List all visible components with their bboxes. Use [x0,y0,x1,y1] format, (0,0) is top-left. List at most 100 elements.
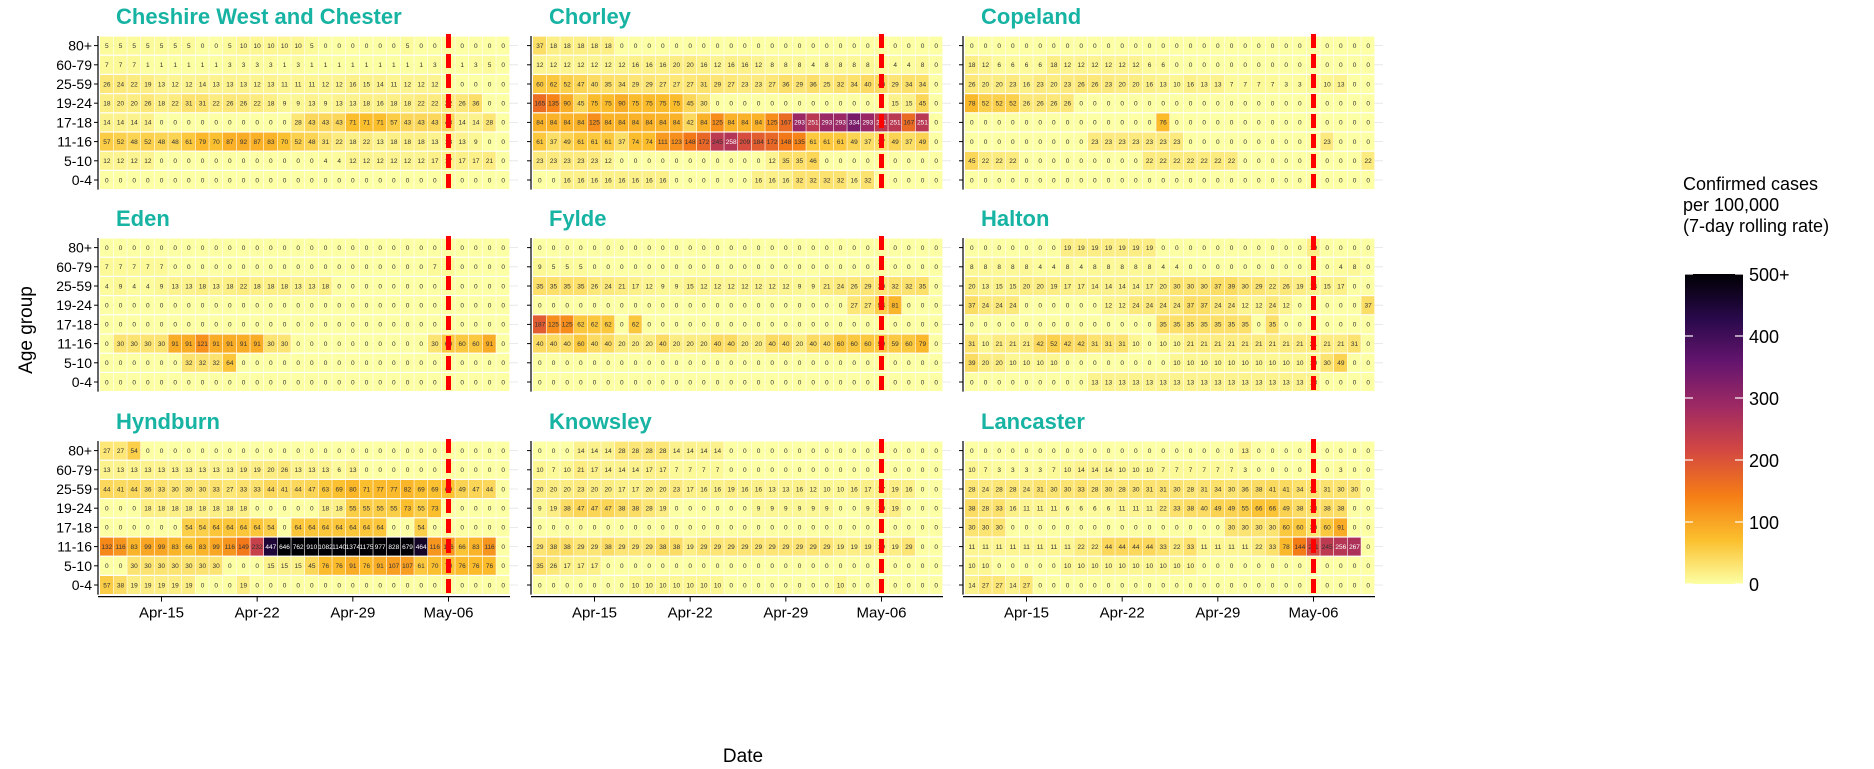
cell-value-label: 20 [687,62,695,69]
cell-value-label: 0 [934,448,938,455]
cell-value-label: 0 [1025,139,1029,146]
cell-value-label: 73 [431,506,439,513]
cell-value-label: 13 [1337,81,1345,88]
cell-value-label: 0 [1011,120,1015,127]
cell-value-label: 76 [1160,120,1168,127]
cell-value-label: 0 [474,379,478,386]
cell-value-label: 0 [105,341,109,348]
cell-value-label: 12 [404,158,412,165]
cell-value-label: 0 [269,177,273,184]
cell-value-label: 0 [119,177,123,184]
cell-value-label: 24 [117,81,125,88]
cell-value-label: 23 [564,158,572,165]
cell-value-label: 6 [1079,506,1083,513]
cell-value-label: 30 [199,563,207,570]
cell-value-label: 0 [702,303,706,310]
cell-value-label: 0 [1093,303,1097,310]
cell-value-label: 5 [310,43,314,50]
cell-value-label: 0 [1257,264,1261,271]
cell-value-label: 0 [839,525,843,532]
cell-value-label: 0 [1284,177,1288,184]
cell-value-label: 69 [431,486,439,493]
cell-value-label: 0 [269,264,273,271]
cell-value-label: 8 [1011,264,1015,271]
cell-value-label: 12 [755,62,763,69]
cell-value-label: 0 [337,322,341,329]
cell-value-label: 19 [1105,245,1113,252]
cell-value-label: 10 [687,582,695,589]
cell-value-label: 0 [770,525,774,532]
cell-value-label: 0 [324,245,328,252]
cell-value-label: 0 [1120,120,1124,127]
cell-value-label: 14 [1091,283,1099,290]
cell-value-label: 60 [1283,525,1291,532]
cell-value-label: 0 [1366,525,1370,532]
cell-value-label: 0 [1107,322,1111,329]
cell-value-label: 55 [363,506,371,513]
cell-value-label: 20 [1132,81,1140,88]
cell-value-label: 0 [1325,158,1329,165]
cell-value-label: 24 [605,283,613,290]
y-tick-label: 0-4 [72,577,92,593]
cell-value-label: 13 [308,283,316,290]
cell-value-label: 0 [1353,43,1357,50]
heat-cell [496,113,510,132]
cell-value-label: 0 [1120,177,1124,184]
heat-cell [751,55,765,74]
cell-value-label: 60 [905,341,913,348]
cell-value-label: 0 [1271,582,1275,589]
cell-value-label: 17 [459,158,467,165]
cell-value-label: 19 [1296,283,1304,290]
cell-value-label: 0 [406,322,410,329]
cell-value-label: 0 [1298,582,1302,589]
cell-value-label: 1082 [318,544,333,551]
cell-value-label: 0 [433,467,437,474]
cell-value-label: 42 [1078,341,1086,348]
cell-value-label: 0 [770,322,774,329]
cell-value-label: 0 [1243,101,1247,108]
cell-value-label: 41 [1269,486,1277,493]
cell-value-label: 30 [1337,486,1345,493]
cell-value-label: 92 [240,139,248,146]
cell-value-label: 0 [538,379,542,386]
cell-value-label: 0 [242,177,246,184]
heat-cell [291,55,305,74]
cell-value-label: 0 [105,563,109,570]
cell-value-label: 48 [131,139,139,146]
heat-cell [168,113,182,132]
cell-value-label: 0 [474,360,478,367]
heat-cell [414,132,428,151]
cell-value-label: 6 [1011,62,1015,69]
cell-value-label: 18 [199,506,207,513]
cell-value-label: 132 [101,544,112,551]
cell-value-label: 0 [201,582,205,589]
cell-value-label: 116 [115,544,126,551]
cell-value-label: 0 [1066,120,1070,127]
cell-value-label: 22 [1228,158,1236,165]
cell-value-label: 37 [905,139,913,146]
cell-value-label: 0 [1134,448,1138,455]
cell-value-label: 16 [646,62,654,69]
cell-value-label: 0 [242,120,246,127]
heat-cell [359,75,373,93]
heat-cell [168,36,182,55]
cell-value-label: 0 [1366,283,1370,290]
cell-value-label: 148 [780,139,791,146]
cell-value-label: 31 [968,341,976,348]
cell-value-label: 0 [1134,582,1138,589]
heat-cell [277,151,291,170]
cell-value-label: 10 [1132,341,1140,348]
cell-value-label: 11 [1242,544,1249,551]
legend-tick-label: 100 [1749,513,1779,533]
cell-value-label: 0 [160,158,164,165]
cell-value-label: 0 [1175,177,1179,184]
cell-value-label: 77 [390,486,398,493]
cell-value-label: 0 [839,245,843,252]
cell-value-label: 19 [1050,283,1058,290]
cell-value-label: 0 [1271,62,1275,69]
cell-value-label: 0 [606,379,610,386]
cell-value-label: 23 [1119,139,1127,146]
cell-value-label: 24 [1132,303,1140,310]
cell-value-label: 0 [593,245,597,252]
cell-value-label: 0 [661,360,665,367]
